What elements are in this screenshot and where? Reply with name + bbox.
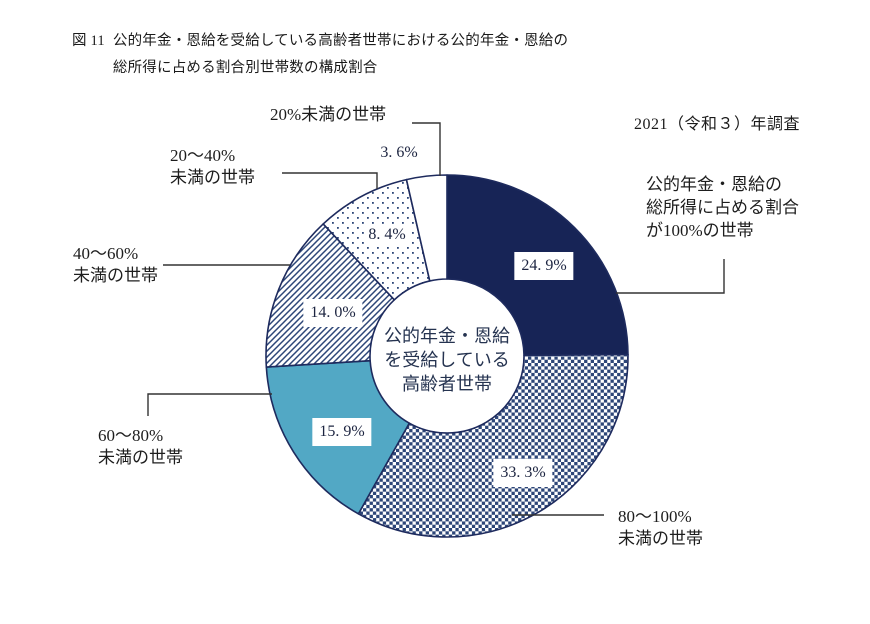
leader-100 [616,259,725,294]
leader-60-80 [147,393,272,416]
value-label-20-40: 8. 4% [364,224,410,246]
callout-under20: 20%未満の世帯 [270,105,387,124]
donut-segment-5 [405,174,448,282]
value-label-60-80: 15. 9% [312,418,372,446]
donut-center-label: 公的年金・恩給 を受給している 高齢者世帯 [384,326,510,394]
leader-under20 [412,122,441,176]
leader-lines [147,122,725,516]
figure-title-text: 公的年金・恩給を受給している高齢者世帯における公的年金・恩給の 総所得に占める割… [112,33,569,76]
callout-80-100: 80〜100% 未満の世帯 [618,507,703,548]
donut-segment-3 [265,223,396,368]
figure-number: 図 11 [72,33,105,49]
callout-100pct: 公的年金・恩給の 総所得に占める割合 が100%の世帯 [646,175,799,240]
value-label-under20: 3. 6% [380,143,418,163]
donut-segment-1 [357,353,629,538]
value-label-100pct: 24. 9% [514,252,574,280]
leader-20-40 [282,172,378,189]
survey-year-note: 2021（令和３）年調査 [634,116,801,133]
callout-40-60: 40〜60% 未満の世帯 [73,244,158,285]
callout-60-80: 60〜80% 未満の世帯 [98,426,183,467]
value-label-80-100: 33. 3% [493,459,553,487]
value-label-40-60: 14. 0% [303,299,363,327]
callout-20-40: 20〜40% 未満の世帯 [170,146,255,187]
figure-title: 図 11 公的年金・恩給を受給している高齢者世帯における公的年金・恩給の 総所得… [72,28,568,82]
